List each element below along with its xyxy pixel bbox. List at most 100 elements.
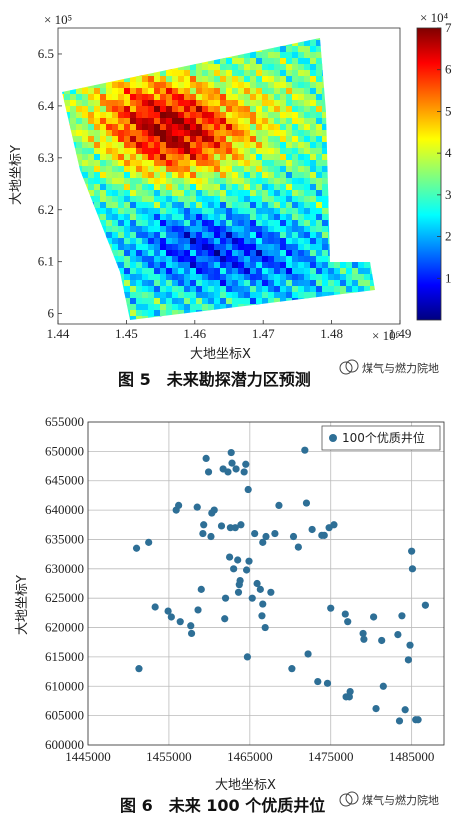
heatmap-cell xyxy=(280,88,287,95)
heatmap-cell xyxy=(142,148,149,155)
heatmap-cell xyxy=(346,136,353,143)
heatmap-cell xyxy=(328,142,335,149)
heatmap-cell xyxy=(208,76,215,83)
heatmap-cell xyxy=(160,202,167,209)
heatmap-cell xyxy=(310,220,317,227)
heatmap-cell xyxy=(220,304,227,311)
heatmap-cell xyxy=(268,208,275,215)
heatmap-cell xyxy=(100,148,107,155)
heatmap-cell xyxy=(274,172,281,179)
heatmap-y-ticks: 66.16.26.36.46.5 xyxy=(38,46,62,321)
heatmap-cell xyxy=(286,292,293,299)
heatmap-cell xyxy=(160,106,167,113)
heatmap-cell xyxy=(364,46,371,53)
heatmap-cell xyxy=(70,310,77,317)
heatmap-cell xyxy=(136,124,143,131)
heatmap-cell xyxy=(298,226,305,233)
heatmap-cell xyxy=(304,118,311,125)
heatmap-cell xyxy=(82,238,89,245)
heatmap-cell xyxy=(382,274,388,280)
heatmap-cell xyxy=(190,214,197,221)
heatmap-cell xyxy=(226,268,233,275)
heatmap-cell xyxy=(268,38,275,41)
heatmap-cell xyxy=(304,38,311,41)
heatmap-cell xyxy=(262,238,269,245)
heatmap-cell xyxy=(394,136,400,142)
heatmap-cell xyxy=(352,256,359,263)
heatmap-cell xyxy=(298,94,305,101)
heatmap-cell xyxy=(286,208,293,215)
well-point xyxy=(234,556,242,564)
heatmap-cell xyxy=(382,142,388,148)
heatmap-cell xyxy=(298,118,305,125)
heatmap-cell xyxy=(394,262,400,268)
heatmap-cell xyxy=(376,244,382,250)
heatmap-cell xyxy=(166,274,173,281)
heatmap-cell xyxy=(220,52,227,59)
heatmap-cell xyxy=(370,142,375,149)
heatmap-cell xyxy=(160,268,167,275)
colorbar-tick-label: 3 xyxy=(445,187,452,202)
heatmap-cell xyxy=(244,202,251,209)
well-point xyxy=(204,468,213,476)
heatmap-cell xyxy=(184,262,191,269)
heatmap-cell xyxy=(244,178,251,185)
heatmap-cell xyxy=(298,76,305,83)
heatmap-cell xyxy=(88,184,95,191)
heatmap-cell xyxy=(112,262,119,269)
heatmap-cell xyxy=(124,28,130,34)
heatmap-cell xyxy=(62,244,65,251)
well-point xyxy=(262,532,270,541)
heatmap-cell xyxy=(322,136,329,143)
heatmap-cell xyxy=(202,256,209,263)
heatmap-cell xyxy=(292,106,299,113)
heatmap-cell xyxy=(280,178,287,185)
heatmap-cell xyxy=(142,232,149,239)
heatmap-cell xyxy=(334,280,341,287)
heatmap-cell xyxy=(322,46,329,53)
heatmap-cell xyxy=(178,38,185,41)
heatmap-cell xyxy=(238,154,245,161)
heatmap-cell xyxy=(160,118,167,125)
heatmap-cell xyxy=(388,256,394,262)
heatmap-y-tick-label: 6.4 xyxy=(38,98,55,113)
heatmap-cell xyxy=(382,154,388,160)
heatmap-cell xyxy=(94,262,101,269)
heatmap-cell xyxy=(298,298,305,305)
heatmap-cell xyxy=(382,232,388,238)
heatmap-cell xyxy=(310,148,317,155)
heatmap-cell xyxy=(190,304,197,311)
heatmap-cell xyxy=(112,70,119,77)
heatmap-cell xyxy=(232,238,239,245)
heatmap-cell xyxy=(358,154,365,161)
heatmap-cell xyxy=(160,256,167,263)
heatmap-cell xyxy=(124,202,131,209)
heatmap-cell xyxy=(286,118,293,125)
heatmap-cell xyxy=(358,38,365,41)
heatmap-cell xyxy=(256,256,263,263)
heatmap-cell xyxy=(208,130,215,137)
heatmap-cell xyxy=(166,64,173,71)
heatmap-cell xyxy=(298,292,305,299)
heatmap-cell xyxy=(310,88,317,95)
heatmap-cell xyxy=(172,286,179,293)
heatmap-cell xyxy=(112,82,119,89)
heatmap-cell xyxy=(364,178,371,185)
heatmap-cell xyxy=(322,190,329,197)
heatmap-cell xyxy=(208,220,215,227)
heatmap-cell xyxy=(148,38,155,41)
heatmap-cell xyxy=(316,268,323,275)
heatmap-cell xyxy=(304,82,311,89)
heatmap-cell xyxy=(304,70,311,77)
heatmap-cell xyxy=(334,148,341,155)
heatmap-cell xyxy=(346,226,353,233)
heatmap-cell xyxy=(304,298,311,305)
heatmap-cell xyxy=(268,172,275,179)
heatmap-cell xyxy=(76,190,83,197)
heatmap-cell xyxy=(358,166,365,173)
heatmap-cell xyxy=(196,208,203,215)
heatmap-cell xyxy=(358,112,365,119)
heatmap-cell xyxy=(142,40,149,47)
heatmap-cell xyxy=(358,130,365,137)
heatmap-cell xyxy=(196,286,203,293)
